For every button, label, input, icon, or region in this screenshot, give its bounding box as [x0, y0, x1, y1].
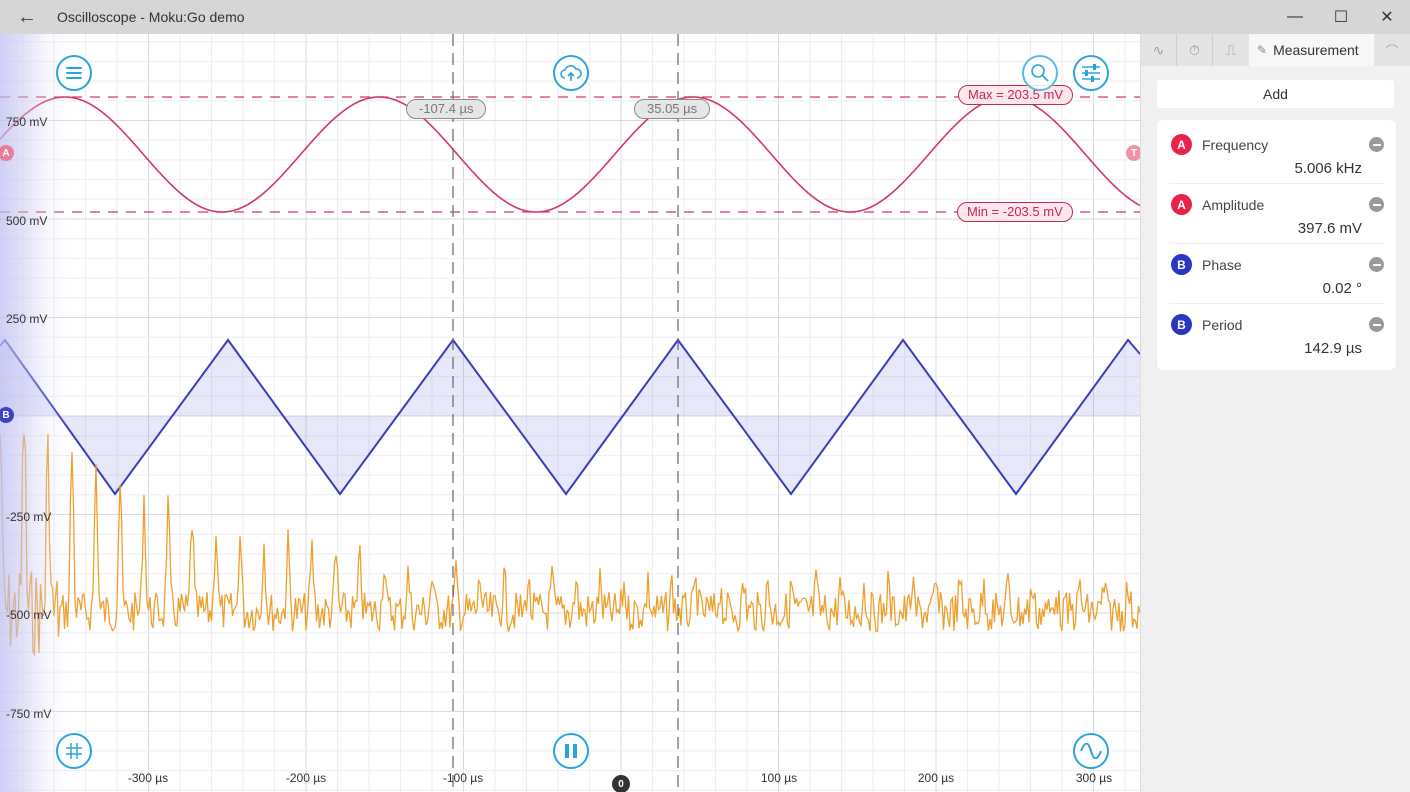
- x-label-200: 200 µs: [917, 771, 955, 785]
- pause-button[interactable]: [553, 733, 589, 769]
- waveform-generator-button[interactable]: [1073, 733, 1109, 769]
- x-label-300: 300 µs: [1075, 771, 1113, 785]
- channel-a-marker-label: A: [2, 147, 10, 159]
- magnifier-icon: [1031, 64, 1049, 82]
- cloud-upload-button[interactable]: [553, 55, 589, 91]
- trigger-position-marker[interactable]: 0: [612, 775, 630, 792]
- tab-trigger[interactable]: ⎍: [1213, 34, 1249, 66]
- remove-measurement-icon[interactable]: [1369, 137, 1384, 152]
- channel-b-badge: B: [1171, 314, 1192, 335]
- minimize-icon: —: [1287, 8, 1303, 25]
- waveform-icon: ∿: [1152, 41, 1165, 58]
- x-label-neg200: -200 µs: [285, 771, 327, 785]
- menu-button[interactable]: [56, 55, 92, 91]
- channel-a-badge: A: [1171, 134, 1192, 155]
- title-bar: ← Oscilloscope - Moku:Go demo — ☐ ✕: [0, 0, 1410, 34]
- probe-icon: ⌒: [1385, 43, 1399, 59]
- y-label-250: 250 mV: [6, 312, 48, 326]
- close-button[interactable]: ✕: [1364, 0, 1410, 34]
- pause-icon: [565, 744, 577, 758]
- channel-a-offset-marker[interactable]: A: [0, 145, 14, 161]
- channel-a-badge: A: [1171, 194, 1192, 215]
- cursor-2-label[interactable]: 35.05 µs: [634, 99, 711, 119]
- back-button[interactable]: ←: [0, 0, 54, 34]
- channel-b-marker-label: B: [2, 409, 10, 421]
- measurement-value: 0.02 °: [1322, 280, 1362, 297]
- grid-button[interactable]: [56, 733, 92, 769]
- trigger-level-marker[interactable]: T: [1126, 145, 1140, 161]
- min-level-label[interactable]: Min = -203.5 mV: [957, 202, 1073, 222]
- settings-button[interactable]: [1073, 55, 1109, 91]
- max-level-label[interactable]: Max = 203.5 mV: [958, 85, 1074, 105]
- cloud-upload-icon: [560, 65, 582, 81]
- tab-probe[interactable]: ⌒: [1374, 34, 1410, 66]
- trigger-position-label: 0: [618, 778, 624, 790]
- maximize-icon: ☐: [1333, 9, 1349, 26]
- maximize-button[interactable]: ☐: [1318, 0, 1364, 34]
- sliders-icon: [1082, 64, 1100, 82]
- measurement-panel: ∿ ⏱ ⎍ ✎ Measurement ⌒ Add A Frequency 5.…: [1140, 34, 1410, 792]
- remove-measurement-icon[interactable]: [1369, 257, 1384, 272]
- trigger-marker-label: T: [1130, 147, 1138, 159]
- y-label-neg750: -750 mV: [6, 707, 52, 721]
- cursor-1-label[interactable]: -107.4 µs: [406, 99, 487, 119]
- measurement-amplitude[interactable]: A Amplitude 397.6 mV: [1169, 184, 1384, 244]
- panel-tabs: ∿ ⏱ ⎍ ✎ Measurement ⌒: [1141, 34, 1410, 66]
- measurement-value: 397.6 mV: [1297, 220, 1362, 237]
- measurement-period[interactable]: B Period 142.9 µs: [1169, 304, 1384, 364]
- grid-icon: [66, 743, 82, 759]
- tab-waveform[interactable]: ∿: [1141, 34, 1177, 66]
- pencil-icon: ✎: [1257, 43, 1268, 57]
- oscilloscope-plot[interactable]: 750 mV 500 mV 250 mV -250 mV -500 mV -75…: [0, 34, 1140, 792]
- tab-timebase[interactable]: ⏱: [1177, 34, 1213, 66]
- y-label-neg500: -500 mV: [6, 608, 52, 622]
- channel-b-offset-marker[interactable]: B: [0, 407, 14, 423]
- channel-b-badge: B: [1171, 254, 1192, 275]
- measurement-name: Amplitude: [1202, 197, 1265, 213]
- y-label-500: 500 mV: [6, 214, 48, 228]
- measurement-value: 142.9 µs: [1304, 340, 1362, 357]
- close-icon: ✕: [1380, 9, 1394, 26]
- add-measurement-button[interactable]: Add: [1157, 80, 1394, 108]
- measurement-frequency[interactable]: A Frequency 5.006 kHz: [1169, 124, 1384, 184]
- zoom-button[interactable]: [1022, 55, 1058, 91]
- window-title: Oscilloscope - Moku:Go demo: [57, 9, 245, 25]
- stopwatch-icon: ⏱: [1189, 41, 1200, 58]
- y-label-750: 750 mV: [6, 115, 48, 129]
- remove-measurement-icon[interactable]: [1369, 317, 1384, 332]
- x-label-100: 100 µs: [760, 771, 798, 785]
- window-controls: — ☐ ✕: [1272, 0, 1410, 34]
- measurement-phase[interactable]: B Phase 0.02 °: [1169, 244, 1384, 304]
- x-label-neg100: -100 µs: [442, 771, 484, 785]
- tab-measurement-label: Measurement: [1273, 42, 1359, 58]
- hamburger-menu-icon: [66, 67, 82, 79]
- x-label-neg300: -300 µs: [127, 771, 169, 785]
- back-arrow-icon: ←: [17, 5, 37, 28]
- remove-measurement-icon[interactable]: [1369, 197, 1384, 212]
- measurement-value: 5.006 kHz: [1294, 160, 1362, 177]
- measurement-name: Phase: [1202, 257, 1242, 273]
- measurement-name: Frequency: [1202, 137, 1269, 153]
- minimize-button[interactable]: —: [1272, 0, 1318, 34]
- measurement-name: Period: [1202, 317, 1243, 333]
- y-label-neg250: -250 mV: [6, 510, 52, 524]
- measurement-list: A Frequency 5.006 kHz A Amplitude 397.6 …: [1157, 120, 1396, 370]
- tab-measurement[interactable]: ✎ Measurement: [1249, 34, 1374, 66]
- plot-canvas[interactable]: [0, 34, 1140, 792]
- sine-wave-icon: [1080, 743, 1102, 759]
- trigger-edge-icon: ⎍: [1226, 41, 1236, 58]
